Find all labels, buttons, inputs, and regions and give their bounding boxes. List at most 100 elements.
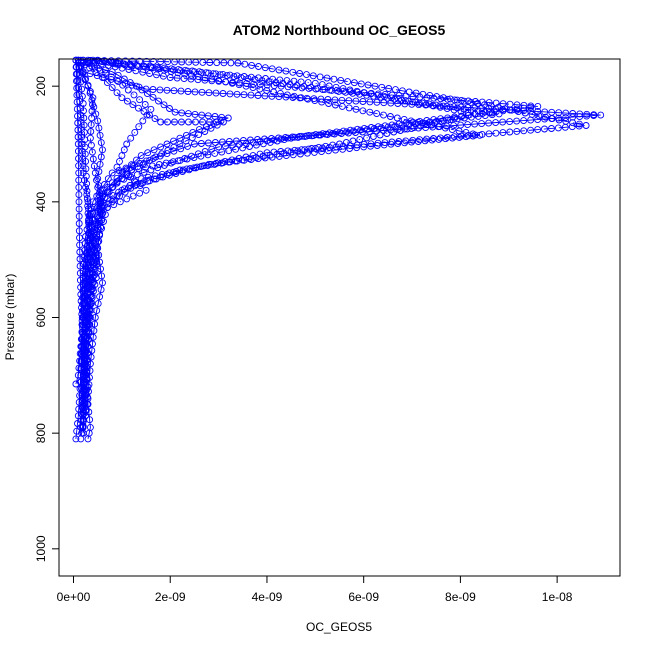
data-point [275, 93, 283, 101]
data-point [178, 109, 186, 117]
data-point [119, 168, 127, 176]
data-point [367, 140, 375, 148]
data-point [212, 89, 220, 97]
data-point [80, 128, 88, 136]
data-point [357, 80, 365, 88]
data-point [252, 141, 260, 149]
data-point [81, 150, 89, 158]
data-point [386, 113, 394, 120]
data-point [136, 182, 144, 190]
data-point [548, 125, 555, 132]
data-point [280, 136, 288, 144]
data-point [323, 74, 331, 82]
data-point [283, 77, 291, 85]
data-point [94, 56, 102, 64]
data-point [277, 135, 285, 143]
data-point [303, 71, 310, 79]
data-point [247, 91, 255, 99]
data-point [298, 132, 306, 140]
data-point [329, 129, 337, 137]
data-point [192, 118, 199, 126]
data-point [346, 126, 354, 134]
data-point [374, 91, 382, 99]
data-point [89, 209, 97, 217]
data-point [268, 92, 276, 100]
data-point [432, 101, 440, 109]
data-point [86, 262, 94, 270]
data-point [410, 124, 418, 131]
data-point [380, 141, 388, 149]
data-point [86, 88, 94, 95]
data-point [81, 143, 89, 151]
data-point [339, 85, 347, 93]
data-point [82, 157, 90, 165]
data-point [249, 84, 257, 92]
data-point [96, 231, 104, 239]
data-point [76, 248, 84, 256]
data-point [290, 92, 298, 100]
data-point [576, 113, 584, 121]
data-point [485, 119, 493, 127]
data-point [176, 140, 184, 148]
data-point [388, 121, 396, 129]
data-point [80, 375, 88, 383]
data-point [74, 126, 82, 134]
data-point [443, 105, 451, 113]
data-point [136, 57, 143, 65]
data-point [256, 81, 264, 89]
data-point [125, 172, 133, 180]
data-point [226, 90, 234, 98]
data-point [508, 106, 516, 114]
data-point [201, 76, 209, 84]
data-point [208, 75, 216, 83]
data-point [228, 156, 236, 164]
data-point [582, 122, 590, 129]
data-point [435, 135, 443, 143]
data-point [319, 130, 327, 138]
series-layer [72, 56, 605, 443]
data-point [457, 103, 465, 111]
data-point [576, 110, 584, 118]
data-point [149, 86, 157, 93]
data-point [83, 322, 91, 330]
data-point [81, 76, 89, 84]
y-tick-label: 800 [34, 423, 48, 443]
data-point [84, 81, 92, 89]
data-point [96, 198, 104, 206]
data-point [75, 191, 83, 199]
data-point [520, 104, 528, 112]
data-point [76, 262, 84, 270]
data-point [76, 71, 84, 79]
data-point [80, 388, 87, 396]
data-point [123, 195, 131, 203]
data-point [72, 380, 80, 388]
data-point [163, 150, 171, 158]
data-point [219, 90, 227, 97]
data-point [134, 163, 142, 171]
data-point [140, 160, 148, 167]
data-point [270, 88, 278, 96]
data-point [92, 274, 100, 282]
data-point [520, 117, 528, 125]
data-point [180, 75, 188, 83]
data-point [81, 368, 89, 376]
data-point [113, 76, 121, 84]
data-point [115, 188, 123, 196]
data-point [190, 140, 198, 148]
data-point [94, 267, 102, 275]
data-point [222, 78, 229, 86]
data-point [345, 104, 353, 112]
data-point [123, 97, 131, 105]
data-point [304, 79, 312, 87]
data-point [86, 233, 94, 240]
data-point [89, 94, 97, 102]
data-point [440, 94, 447, 102]
data-point [160, 101, 168, 109]
data-point [220, 59, 228, 67]
data-point [136, 96, 144, 104]
data-point [428, 121, 436, 129]
data-point [404, 97, 412, 105]
data-point [433, 93, 441, 101]
data-point [128, 166, 135, 174]
data-point [171, 108, 179, 116]
